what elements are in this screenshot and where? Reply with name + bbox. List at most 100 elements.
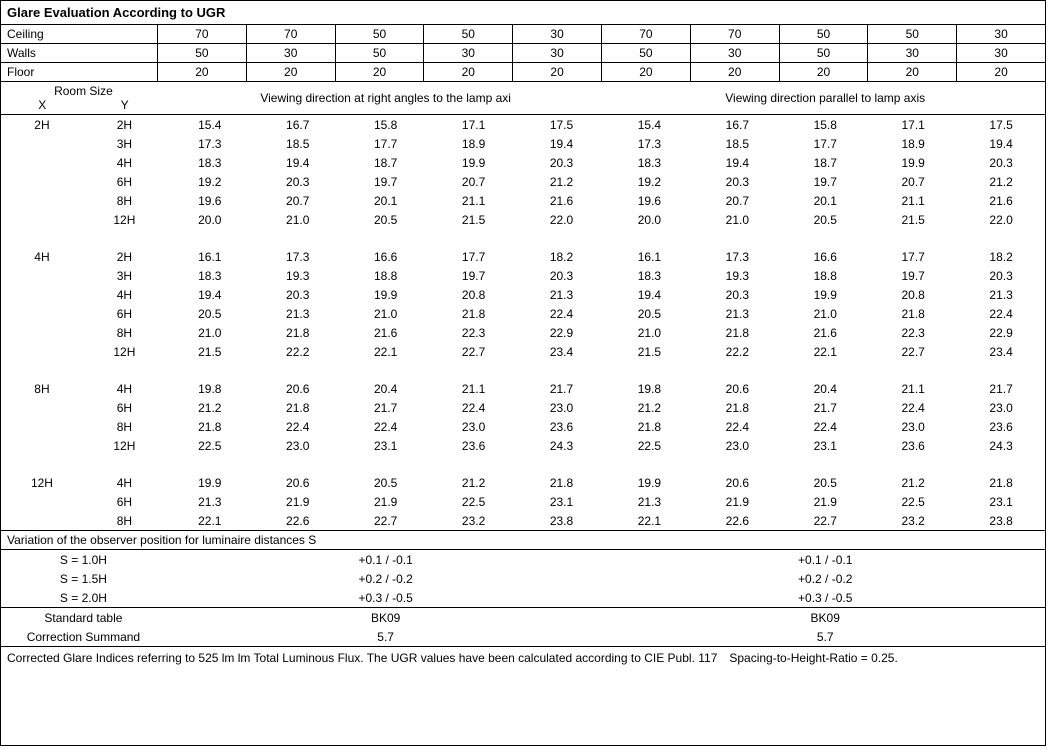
value-cell: 21.2: [605, 401, 693, 415]
value-cell: 21.9: [254, 495, 342, 509]
value-cell: 21.9: [781, 495, 869, 509]
table-row: 3H18.319.318.819.720.318.319.318.819.720…: [1, 266, 1045, 285]
value-cell: 23.0: [430, 420, 518, 434]
value-cell: 21.7: [342, 401, 430, 415]
value-cell: 21.0: [254, 213, 342, 227]
y-cell: 3H: [83, 269, 166, 283]
value-cell: 24.3: [957, 439, 1045, 453]
table-row: 3H17.318.517.718.919.417.318.517.718.919…: [1, 134, 1045, 153]
report-title: Glare Evaluation According to UGR: [1, 1, 1045, 25]
variation-label: S = 1.0H: [1, 553, 166, 567]
value-cell: 23.1: [781, 439, 869, 453]
header-row-label: Walls: [1, 44, 158, 63]
table-row: 6H21.221.821.722.423.021.221.821.722.423…: [1, 398, 1045, 417]
ugr-report: Glare Evaluation According to UGR Ceilin…: [0, 0, 1046, 746]
value-cell: 22.5: [869, 495, 957, 509]
value-cell: 22.1: [342, 345, 430, 359]
value-cell: 21.1: [869, 382, 957, 396]
table-row: 12H20.021.020.521.522.020.021.020.521.52…: [1, 210, 1045, 229]
value-cell: 22.4: [781, 420, 869, 434]
value-cell: 22.7: [869, 345, 957, 359]
correction-summand-right: 5.7: [605, 630, 1045, 644]
value-cell: 19.7: [869, 269, 957, 283]
value-cell: 21.9: [693, 495, 781, 509]
value-cell: 22.5: [166, 439, 254, 453]
value-cell: 20.3: [693, 175, 781, 189]
value-cell: 15.8: [342, 118, 430, 132]
value-cell: 21.5: [869, 213, 957, 227]
value-cell: 22.4: [693, 420, 781, 434]
value-cell: 19.7: [430, 269, 518, 283]
header-row: Floor20202020202020202020: [1, 63, 1045, 82]
value-cell: 22.1: [781, 345, 869, 359]
variation-left: +0.2 / -0.2: [166, 572, 606, 586]
value-cell: 21.3: [518, 288, 606, 302]
variation-left: +0.1 / -0.1: [166, 553, 606, 567]
value-cell: 23.6: [518, 420, 606, 434]
value-cell: 22.3: [430, 326, 518, 340]
value-cell: 16.6: [781, 250, 869, 264]
table-row: 8H21.822.422.423.023.621.822.422.423.023…: [1, 417, 1045, 436]
value-cell: 21.7: [957, 382, 1045, 396]
value-cell: 19.4: [166, 288, 254, 302]
value-cell: 20.6: [254, 382, 342, 396]
value-cell: 22.9: [957, 326, 1045, 340]
y-cell: 8H: [83, 326, 166, 340]
value-cell: 17.3: [166, 137, 254, 151]
value-cell: 16.6: [342, 250, 430, 264]
variation-right: +0.2 / -0.2: [605, 572, 1045, 586]
correction-summand-left: 5.7: [166, 630, 606, 644]
value-cell: 20.7: [693, 194, 781, 208]
value-cell: 19.4: [605, 288, 693, 302]
value-cell: 15.4: [166, 118, 254, 132]
value-cell: 18.3: [166, 269, 254, 283]
value-cell: 23.1: [518, 495, 606, 509]
value-cell: 15.8: [781, 118, 869, 132]
group-gap: [1, 455, 1045, 473]
header-cell: 20: [335, 63, 424, 82]
y-cell: 4H: [83, 382, 166, 396]
table-row: 2H2H15.416.715.817.117.515.416.715.817.1…: [1, 115, 1045, 134]
value-cell: 21.8: [605, 420, 693, 434]
value-cell: 22.2: [254, 345, 342, 359]
value-cell: 21.3: [254, 307, 342, 321]
header-cell: 50: [779, 25, 868, 44]
value-cell: 22.4: [254, 420, 342, 434]
y-cell: 4H: [83, 288, 166, 302]
correction-summand-label: Correction Summand: [1, 630, 166, 644]
value-cell: 21.3: [957, 288, 1045, 302]
value-cell: 22.7: [430, 345, 518, 359]
value-cell: 16.1: [605, 250, 693, 264]
value-cell: 20.6: [254, 476, 342, 490]
room-size-header: Room Size X Y: [1, 82, 166, 114]
value-cell: 19.6: [166, 194, 254, 208]
value-cell: 20.5: [342, 476, 430, 490]
y-cell: 4H: [83, 156, 166, 170]
value-cell: 20.5: [781, 476, 869, 490]
x-cell: 8H: [1, 382, 83, 396]
value-cell: 17.1: [869, 118, 957, 132]
value-cell: 21.0: [781, 307, 869, 321]
value-cell: 18.7: [342, 156, 430, 170]
value-cell: 21.3: [605, 495, 693, 509]
value-cell: 21.8: [518, 476, 606, 490]
value-cell: 20.8: [869, 288, 957, 302]
value-cell: 20.7: [869, 175, 957, 189]
y-cell: 12H: [83, 213, 166, 227]
table-row: 8H22.122.622.723.223.822.122.622.723.223…: [1, 511, 1045, 530]
value-cell: 19.9: [781, 288, 869, 302]
value-cell: 20.3: [957, 156, 1045, 170]
value-cell: 22.4: [518, 307, 606, 321]
header-cell: 70: [246, 25, 335, 44]
value-cell: 21.1: [869, 194, 957, 208]
value-cell: 23.8: [518, 514, 606, 528]
header-cell: 20: [424, 63, 513, 82]
value-cell: 20.4: [781, 382, 869, 396]
header-cell: 30: [868, 44, 957, 63]
group-gap: [1, 229, 1045, 247]
value-cell: 21.7: [518, 382, 606, 396]
header-cell: 70: [158, 25, 247, 44]
standard-table-row: Standard table BK09 BK09: [1, 607, 1045, 627]
value-cell: 21.5: [166, 345, 254, 359]
value-cell: 19.4: [957, 137, 1045, 151]
